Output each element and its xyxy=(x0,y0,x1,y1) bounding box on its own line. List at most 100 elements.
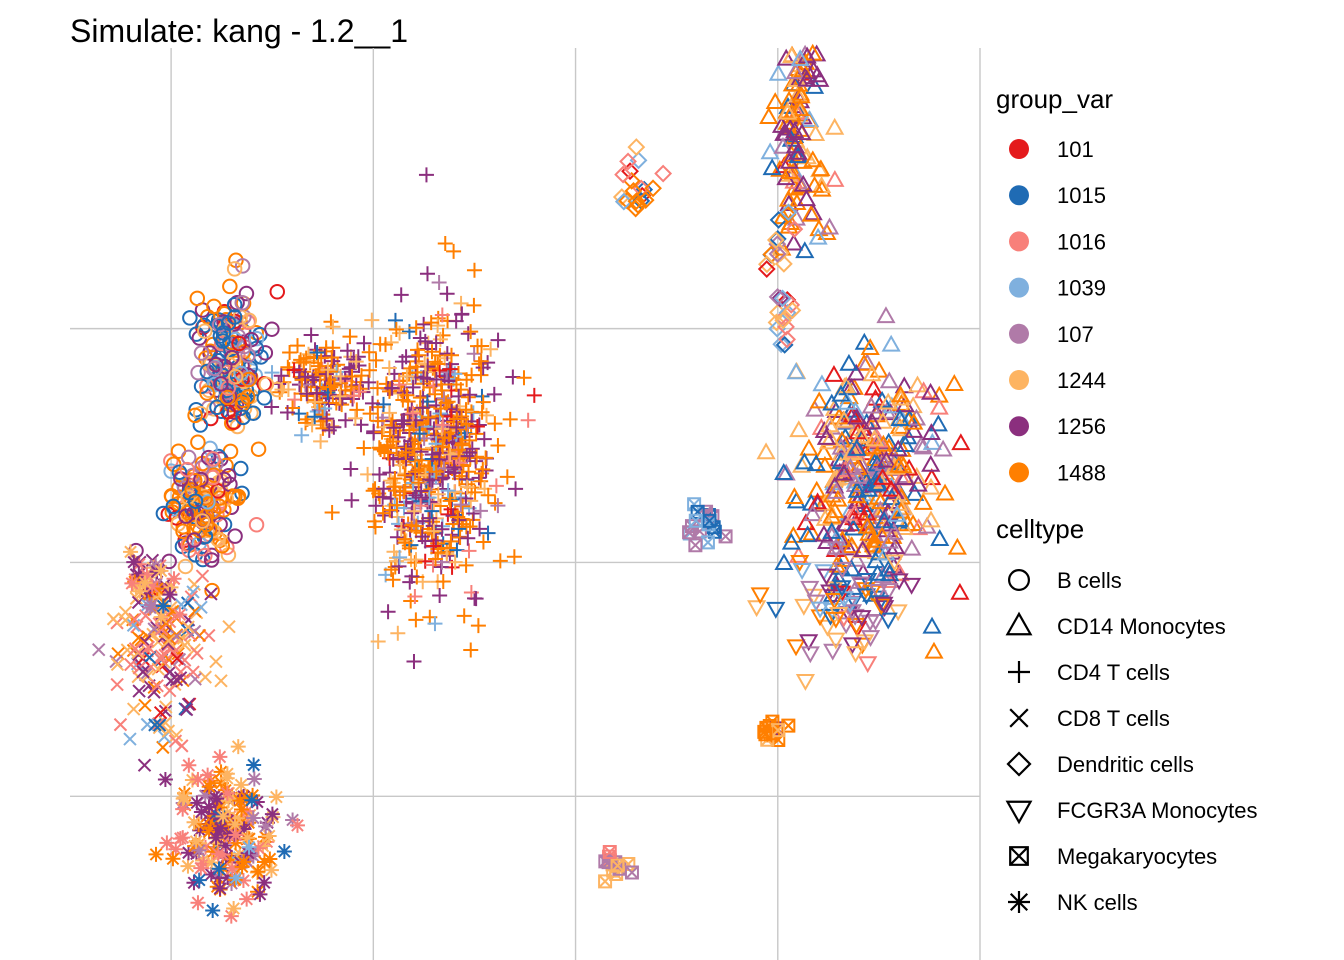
data-point-65 xyxy=(488,478,504,494)
legend-swatch-101 xyxy=(1009,139,1029,159)
data-point-470 xyxy=(447,484,463,500)
data-point-2027 xyxy=(842,604,863,622)
data-point-1669 xyxy=(809,391,829,409)
data-point-1278 xyxy=(131,631,146,645)
data-point-411 xyxy=(414,452,430,468)
data-point-1638 xyxy=(836,376,856,394)
data-point-845 xyxy=(248,330,265,347)
data-point-322 xyxy=(458,557,474,573)
data-point-2136 xyxy=(598,874,613,889)
data-point-176 xyxy=(407,555,423,571)
data-point-1369 xyxy=(250,840,266,856)
data-point-1459 xyxy=(241,839,257,855)
data-point-1833 xyxy=(826,537,846,555)
data-point-2019 xyxy=(817,619,838,637)
data-point-1939 xyxy=(790,99,810,117)
data-point-2093 xyxy=(629,151,648,170)
data-point-708 xyxy=(315,420,331,436)
data-point-1963 xyxy=(804,175,825,193)
data-point-1746 xyxy=(880,514,900,532)
data-point-1135 xyxy=(178,508,194,524)
data-point-1849 xyxy=(841,443,861,461)
data-point-1474 xyxy=(256,875,272,891)
data-point-1674 xyxy=(911,435,931,453)
data-point-1693 xyxy=(922,468,942,486)
data-point-1054 xyxy=(163,453,179,469)
data-point-1718 xyxy=(881,334,901,352)
data-point-769 xyxy=(310,358,326,374)
data-point-1532 xyxy=(802,523,822,541)
legend-title-group-var: group_var xyxy=(996,84,1113,114)
data-point-1271 xyxy=(147,680,161,695)
data-point-1321 xyxy=(168,841,184,857)
data-point-723 xyxy=(347,410,363,426)
data-point-1739 xyxy=(878,559,899,577)
data-point-2057 xyxy=(800,646,820,664)
data-point-1436 xyxy=(212,880,228,896)
data-point-643 xyxy=(298,415,314,431)
data-point-1068 xyxy=(187,407,203,424)
data-point-2028 xyxy=(820,584,840,602)
data-point-1633 xyxy=(784,487,805,505)
data-point-585 xyxy=(458,402,474,418)
data-point-1908 xyxy=(809,219,829,237)
data-point-1361 xyxy=(172,831,188,847)
data-point-2138 xyxy=(602,844,617,859)
data-point-1353 xyxy=(201,816,217,832)
data-point-281 xyxy=(463,324,479,340)
data-point-1322 xyxy=(203,867,219,883)
data-point-1944 xyxy=(801,204,821,222)
data-point-218 xyxy=(393,287,409,303)
legend-label-1016: 1016 xyxy=(1057,229,1106,254)
data-point-956 xyxy=(234,295,250,311)
data-point-1127 xyxy=(197,490,213,506)
data-point-646 xyxy=(372,336,388,352)
data-point-1720 xyxy=(888,439,908,457)
data-point-2014 xyxy=(865,613,886,631)
data-point-547 xyxy=(422,471,438,487)
data-point-1839 xyxy=(864,530,884,548)
data-point-650 xyxy=(338,412,354,428)
data-point-740 xyxy=(356,335,372,351)
data-point-1286 xyxy=(137,758,152,772)
data-point-1980 xyxy=(773,136,793,154)
data-point-1477 xyxy=(193,804,209,820)
data-point-1447 xyxy=(210,846,226,862)
data-point-1415 xyxy=(263,862,279,878)
data-point-1906 xyxy=(803,203,823,221)
data-point-1458 xyxy=(190,895,206,911)
data-point-528 xyxy=(473,353,489,369)
data-point-1707 xyxy=(843,518,863,536)
data-point-1120 xyxy=(227,488,243,505)
data-point-976 xyxy=(225,414,242,430)
data-point-975 xyxy=(215,325,232,341)
data-point-512 xyxy=(432,362,448,378)
data-point-504 xyxy=(428,371,444,387)
data-point-488 xyxy=(492,553,508,569)
data-point-1432 xyxy=(219,785,235,801)
data-point-1819 xyxy=(834,410,854,428)
data-point-353 xyxy=(443,533,459,549)
data-point-2105 xyxy=(627,192,646,211)
data-point-2106 xyxy=(619,152,637,171)
data-point-1395 xyxy=(200,767,216,783)
data-point-1608 xyxy=(788,545,809,563)
data-point-1408 xyxy=(228,835,244,851)
data-point-720 xyxy=(340,343,356,359)
data-point-1597 xyxy=(897,514,917,532)
data-point-1521 xyxy=(814,443,834,460)
data-point-671 xyxy=(264,399,280,415)
data-point-1457 xyxy=(239,830,255,846)
data-point-1218 xyxy=(215,534,229,549)
data-point-2055 xyxy=(810,601,830,619)
data-point-882 xyxy=(250,441,267,457)
data-point-268 xyxy=(408,552,424,568)
data-point-556 xyxy=(387,471,403,487)
data-point-1366 xyxy=(218,837,234,853)
data-point-1709 xyxy=(838,538,859,556)
data-point-1478 xyxy=(236,854,252,870)
data-point-1279 xyxy=(136,665,150,679)
data-point-611 xyxy=(396,483,412,499)
data-point-434 xyxy=(475,360,491,376)
data-point-1456 xyxy=(222,826,238,842)
